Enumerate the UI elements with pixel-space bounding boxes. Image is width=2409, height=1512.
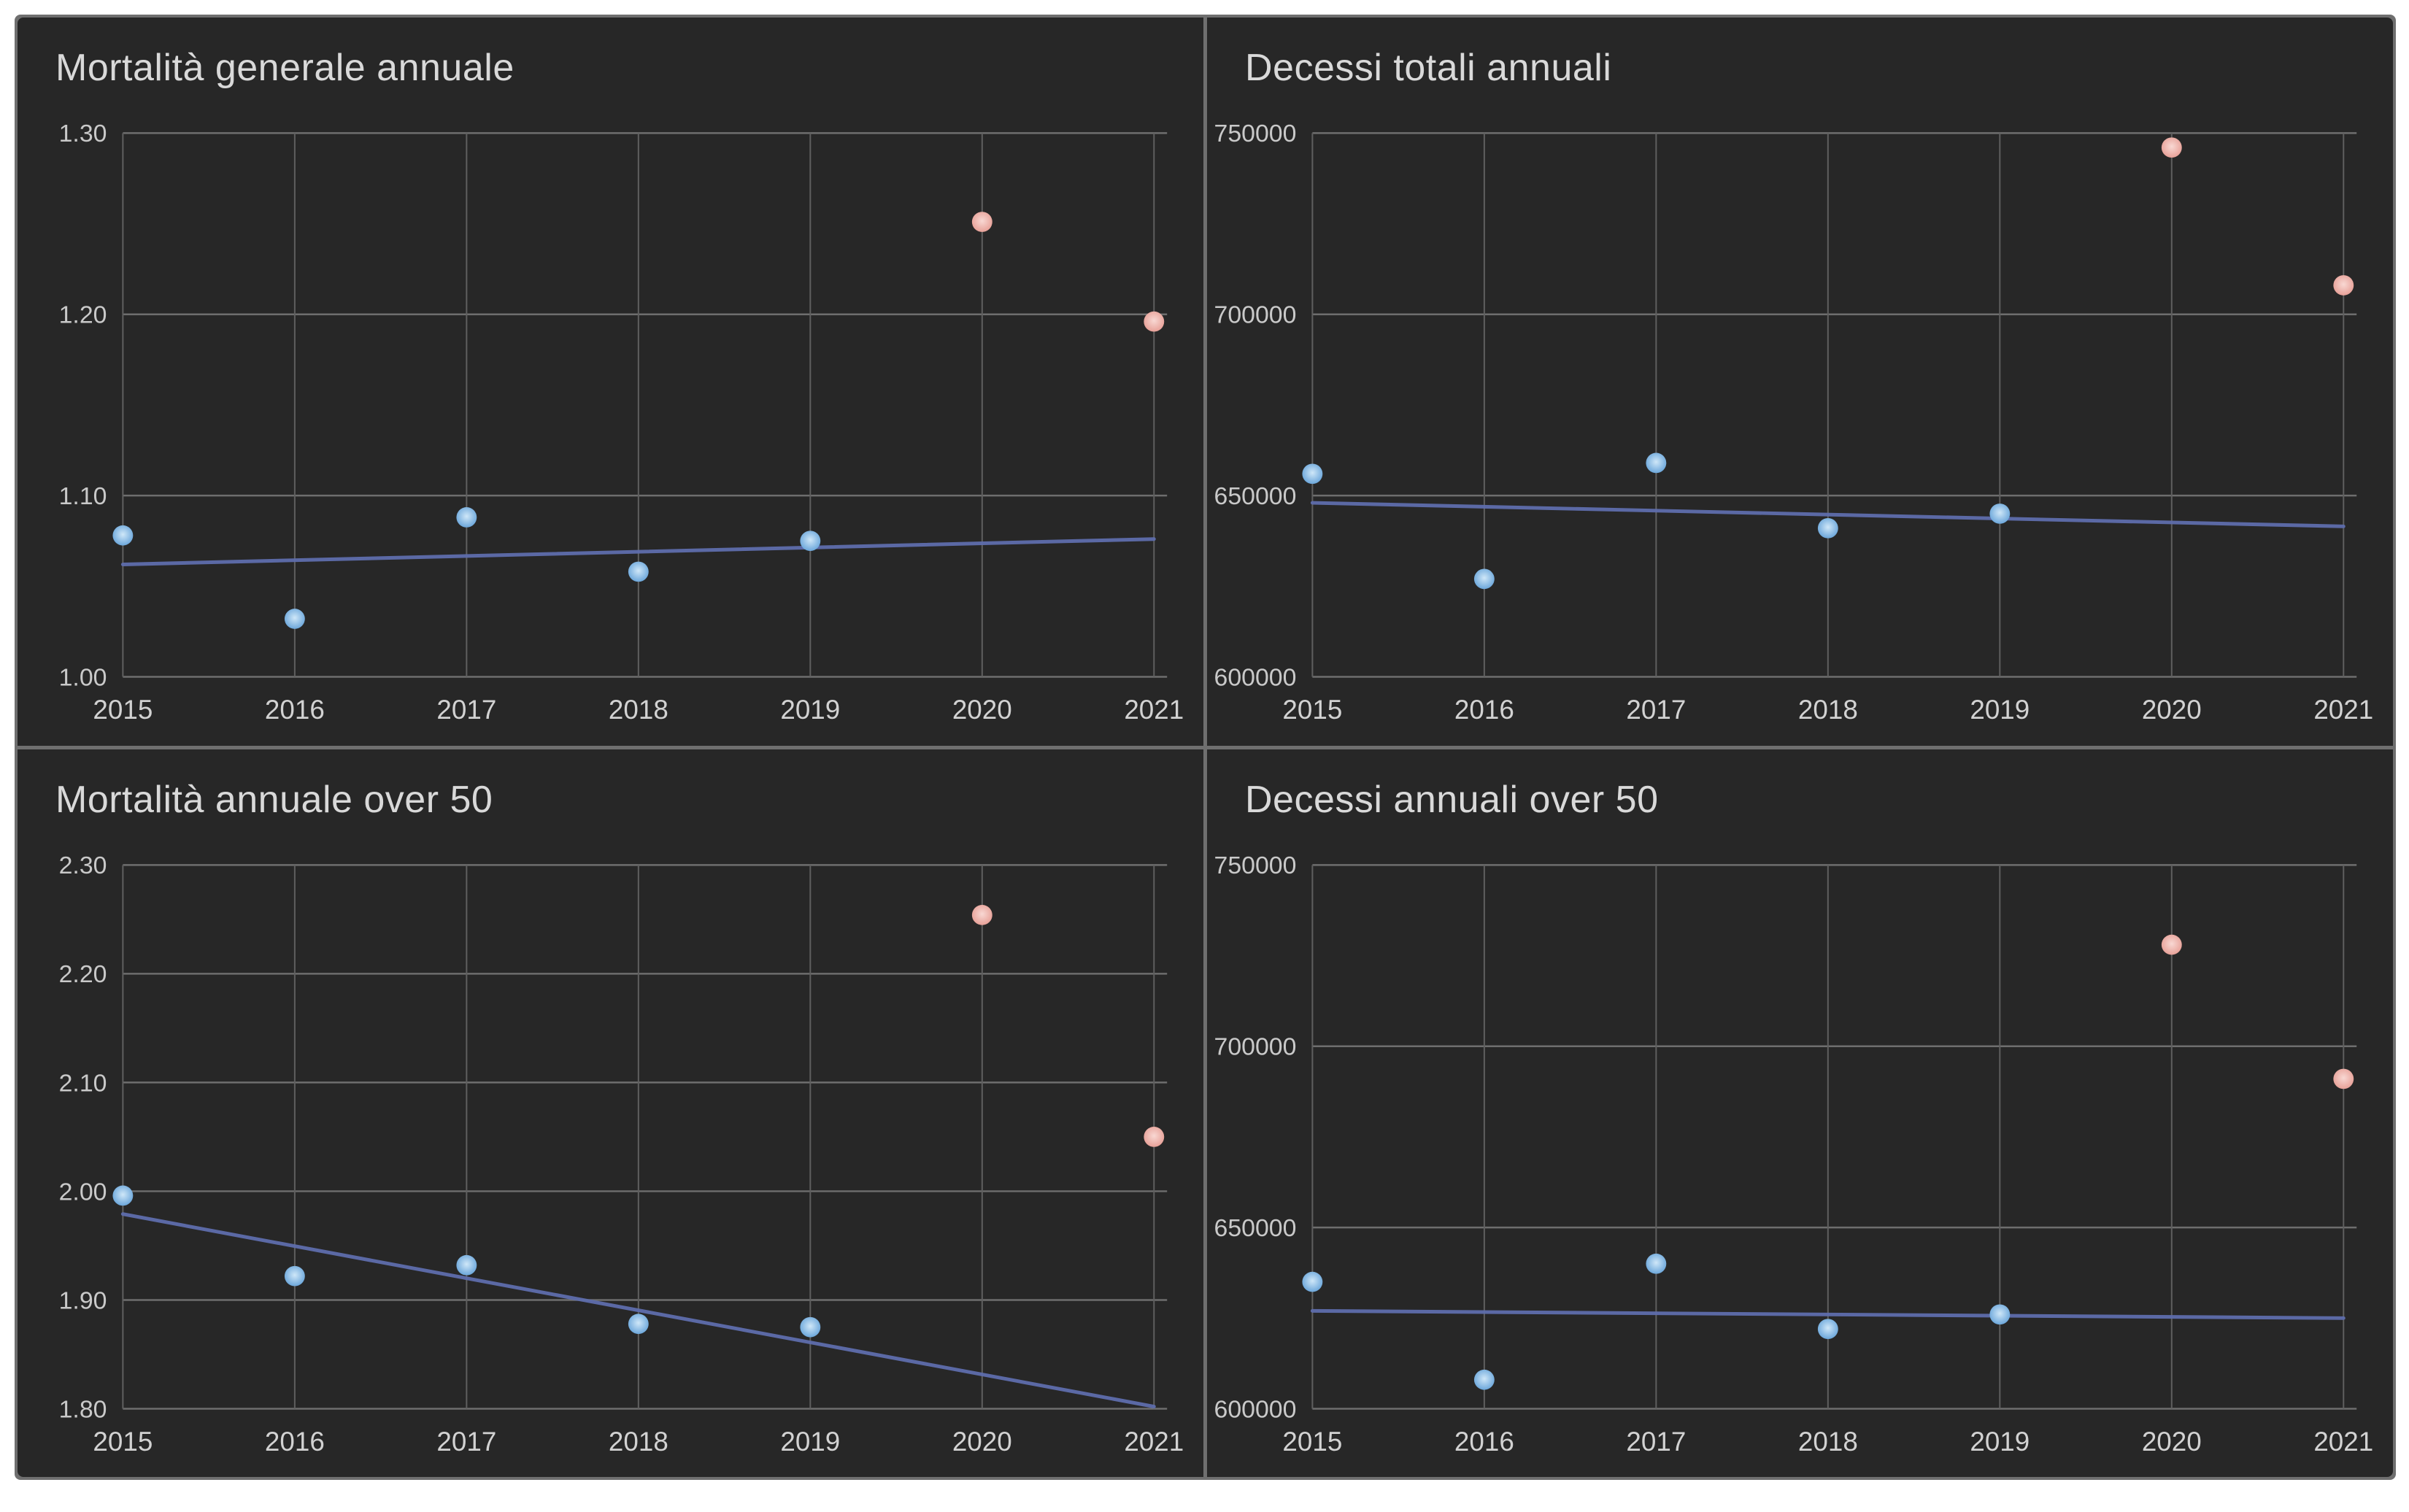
chart-panel-decessi-annuali-over-50: Decessi annuali over 50 600000 650000 7000… [1207, 749, 2393, 1477]
data-point-covid-2020 [2161, 934, 2182, 954]
x-axis-tick-label: 2020 [952, 695, 1012, 725]
trend-line [1310, 501, 2346, 528]
y-axis-tick-label: 1.90 [59, 1287, 107, 1314]
x-axis-tick-label: 2019 [780, 695, 840, 725]
x-axis-tick-label: 2021 [1124, 695, 1184, 725]
x-axis-tick-label: 2018 [1798, 1426, 1858, 1456]
x-axis-tick-label: 2017 [436, 695, 496, 725]
data-point-normal-2015 [112, 525, 134, 546]
x-axis-tick-label: 2015 [93, 1426, 153, 1456]
y-axis-tick-label: 1.00 [59, 663, 107, 691]
x-axis-tick-label: 2021 [2313, 1426, 2373, 1456]
chart-canvas-mortalita-generale-annuale: 1.00 1.10 1.20 1.30 2015 2016 2017 2018 2019 2020… [59, 120, 1184, 725]
x-axis-tick-label: 2019 [1970, 695, 2030, 725]
x-axis-tick-label: 2021 [2313, 695, 2373, 725]
data-point-covid-2021 [2333, 275, 2354, 296]
y-axis-tick-label: 2.20 [59, 960, 107, 988]
y-axis-tick-label: 750000 [1214, 852, 1297, 879]
x-axis-tick-label: 2016 [1454, 695, 1514, 725]
x-axis-tick-label: 2018 [609, 695, 668, 725]
data-point-covid-2020 [971, 212, 992, 232]
trend-line [120, 537, 1156, 566]
y-axis-tick-label: 1.10 [59, 482, 107, 510]
trend-line [120, 1211, 1156, 1408]
x-axis-tick-label: 2020 [2142, 1426, 2202, 1456]
data-point-normal-2016 [1473, 568, 1495, 590]
chart-title: Mortalità generale annuale [55, 47, 514, 89]
x-axis-tick-label: 2017 [436, 1426, 496, 1456]
trend-line [1310, 1308, 2346, 1320]
x-axis-tick-label: 2020 [952, 1426, 1012, 1456]
y-axis-tick-label: 600000 [1214, 1395, 1297, 1423]
x-axis-tick-label: 2018 [1798, 695, 1858, 725]
data-point-normal-2018 [1817, 517, 1838, 539]
data-point-normal-2017 [456, 1254, 477, 1276]
y-axis-tick-label: 1.30 [59, 120, 107, 147]
data-point-normal-2018 [628, 1313, 649, 1334]
y-axis-tick-label: 700000 [1214, 301, 1297, 329]
chart-canvas-decessi-annuali-over-50: 600000 650000 700000 750000 2015 2016 2017 2018… [1214, 852, 2374, 1457]
y-axis-tick-label: 700000 [1214, 1033, 1297, 1060]
x-axis-tick-label: 2019 [780, 1426, 840, 1456]
data-point-covid-2020 [2161, 137, 2182, 158]
data-point-covid-2021 [1144, 311, 1165, 332]
data-point-normal-2017 [1646, 452, 1667, 474]
y-axis-tick-label: 1.20 [59, 301, 107, 329]
y-axis-tick-label: 750000 [1214, 120, 1297, 147]
y-axis-tick-label: 650000 [1214, 482, 1297, 510]
data-point-covid-2020 [971, 904, 992, 925]
chart-canvas-mortalita-annuale-over-50: 1.80 1.90 2.00 2.10 2.20 2.30 2015 2016 2017 2018… [59, 852, 1184, 1457]
x-axis-tick-label: 2021 [1124, 1426, 1184, 1456]
y-axis-tick-label: 1.80 [59, 1395, 107, 1423]
data-point-normal-2019 [1989, 1303, 2011, 1324]
chart-title: Decessi totali annuali [1245, 47, 1612, 89]
data-point-covid-2021 [1144, 1126, 1165, 1147]
chart-panel-mortalita-annuale-over-50: Mortalità annuale over 50 1.80 1.90 2.00 2.… [18, 749, 1203, 1477]
x-axis-tick-label: 2015 [1282, 695, 1342, 725]
data-point-normal-2019 [800, 531, 821, 552]
y-axis-tick-label: 2.00 [59, 1178, 107, 1206]
x-axis-tick-label: 2020 [2142, 695, 2202, 725]
x-axis-tick-label: 2016 [265, 695, 325, 725]
y-axis-tick-label: 2.10 [59, 1069, 107, 1097]
chart-panel-mortalita-generale-annuale: Mortalità generale annuale 1.00 1.10 1.20 1… [18, 18, 1203, 746]
x-axis-tick-label: 2016 [265, 1426, 325, 1456]
x-axis-tick-label: 2018 [609, 1426, 668, 1456]
x-axis-tick-label: 2016 [1454, 1426, 1514, 1456]
data-point-normal-2017 [1646, 1253, 1667, 1274]
y-axis-tick-label: 600000 [1214, 663, 1297, 691]
y-axis-tick-label: 2.30 [59, 852, 107, 879]
data-point-normal-2017 [456, 507, 477, 528]
x-axis-tick-label: 2019 [1970, 1426, 2030, 1456]
data-point-normal-2015 [112, 1185, 134, 1206]
data-point-normal-2016 [284, 1265, 305, 1287]
data-point-normal-2015 [1302, 463, 1323, 485]
x-axis-tick-label: 2017 [1626, 695, 1686, 725]
chart-title: Mortalità annuale over 50 [55, 778, 493, 821]
data-point-normal-2019 [1989, 504, 2011, 524]
data-point-normal-2018 [628, 561, 649, 582]
data-point-normal-2016 [1473, 1369, 1495, 1390]
data-point-normal-2018 [1817, 1318, 1838, 1339]
dashboard-grid: Mortalità generale annuale 1.00 1.10 1.20 1… [15, 15, 2396, 1480]
x-axis-tick-label: 2017 [1626, 1426, 1686, 1456]
chart-panel-decessi-totali-annuali: Decessi totali annuali 600000 650000 70000… [1207, 18, 2393, 746]
data-point-normal-2015 [1302, 1271, 1323, 1292]
chart-title: Decessi annuali over 50 [1245, 778, 1659, 821]
data-point-normal-2016 [284, 609, 305, 629]
chart-canvas-decessi-totali-annuali: 600000 650000 700000 750000 2015 2016 2017 2018… [1214, 120, 2374, 725]
data-point-covid-2021 [2333, 1068, 2354, 1089]
x-axis-tick-label: 2015 [93, 695, 153, 725]
y-axis-tick-label: 650000 [1214, 1214, 1297, 1242]
x-axis-tick-label: 2015 [1282, 1426, 1342, 1456]
data-point-normal-2019 [800, 1316, 821, 1338]
